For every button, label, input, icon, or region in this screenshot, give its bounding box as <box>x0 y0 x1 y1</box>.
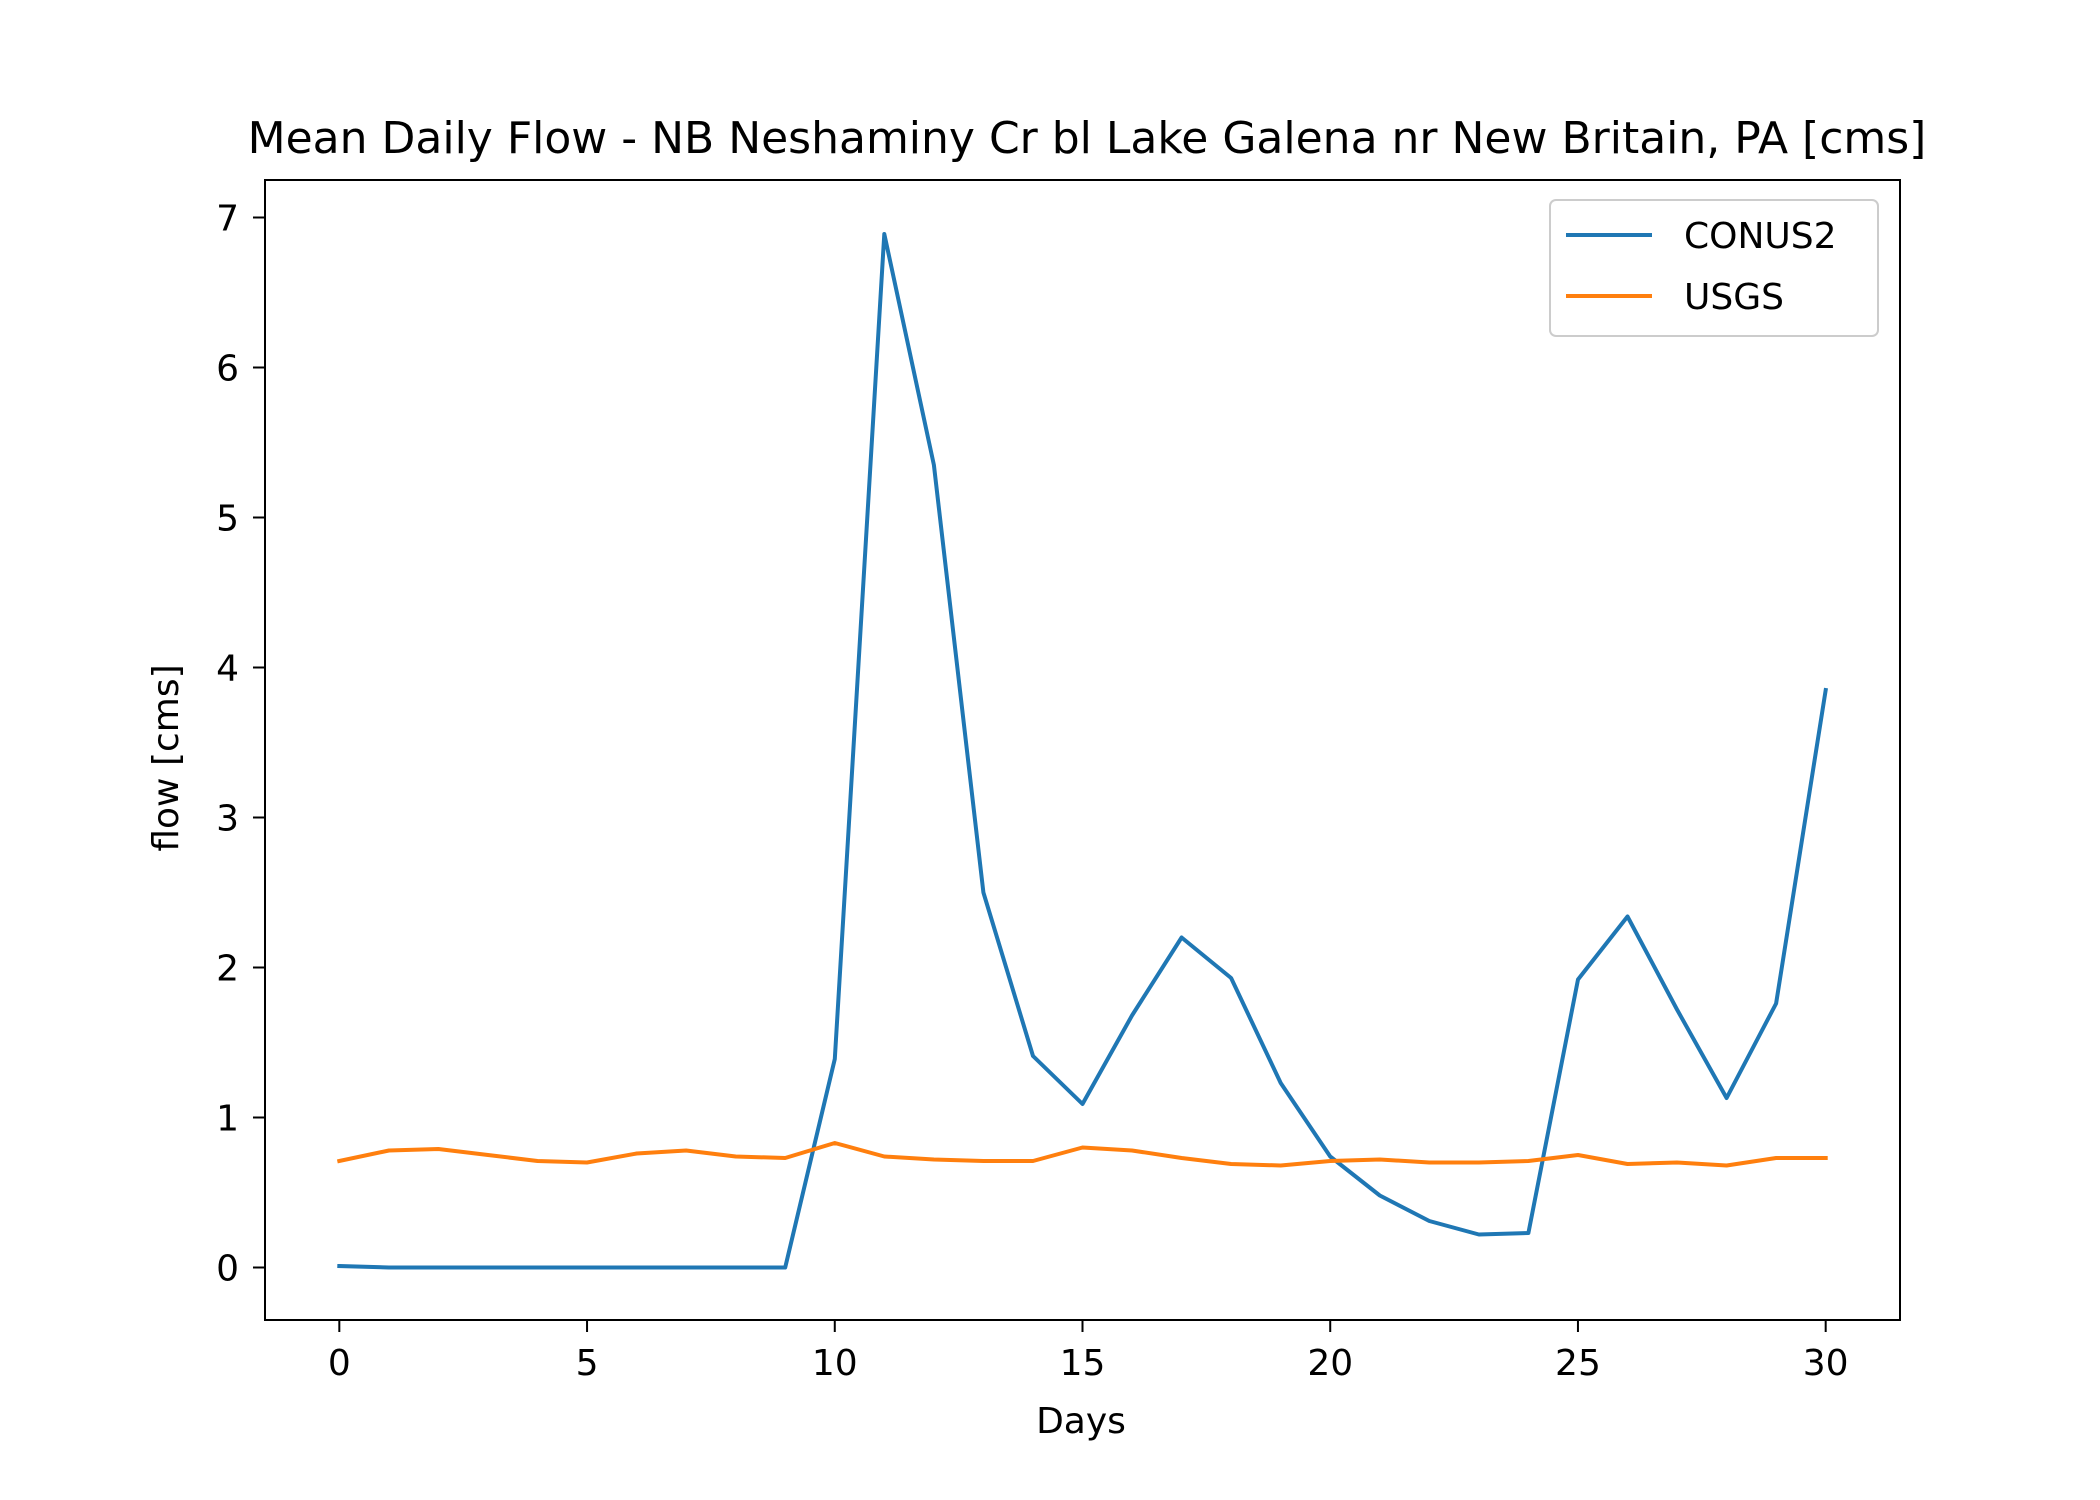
legend-label-conus2: CONUS2 <box>1684 216 1837 257</box>
x-tick-label: 5 <box>576 1343 599 1384</box>
y-tick-label: 6 <box>216 349 239 390</box>
y-axis: 0 1 2 3 4 5 6 7 <box>216 199 265 1290</box>
x-tick-label: 30 <box>1803 1343 1849 1384</box>
y-tick-label: 0 <box>216 1249 239 1290</box>
legend: CONUS2 USGS <box>1549 199 1879 337</box>
chart-title: Mean Daily Flow - NB Neshaminy Cr bl Lak… <box>248 113 1927 164</box>
y-tick-label: 2 <box>216 949 239 990</box>
y-tick-label: 5 <box>216 499 239 540</box>
series-line-conus2 <box>337 232 1828 1270</box>
y-tick-label: 1 <box>216 1099 239 1140</box>
y-tick-label: 3 <box>216 799 239 840</box>
legend-label-usgs: USGS <box>1684 277 1784 318</box>
x-tick-label: 15 <box>1060 1343 1106 1384</box>
y-tick-label: 4 <box>216 649 239 690</box>
x-tick-label: 10 <box>812 1343 858 1384</box>
y-axis-label: flow [cms] <box>146 664 187 851</box>
x-tick-label: 20 <box>1307 1343 1353 1384</box>
x-tick-label: 25 <box>1555 1343 1601 1384</box>
x-tick-label: 0 <box>328 1343 351 1384</box>
series-line-usgs <box>336 1141 1828 1168</box>
y-tick-label: 7 <box>216 199 239 240</box>
x-axis-label: Days <box>1036 1401 1126 1442</box>
x-axis: 0 5 10 15 20 25 30 <box>328 1320 1849 1384</box>
